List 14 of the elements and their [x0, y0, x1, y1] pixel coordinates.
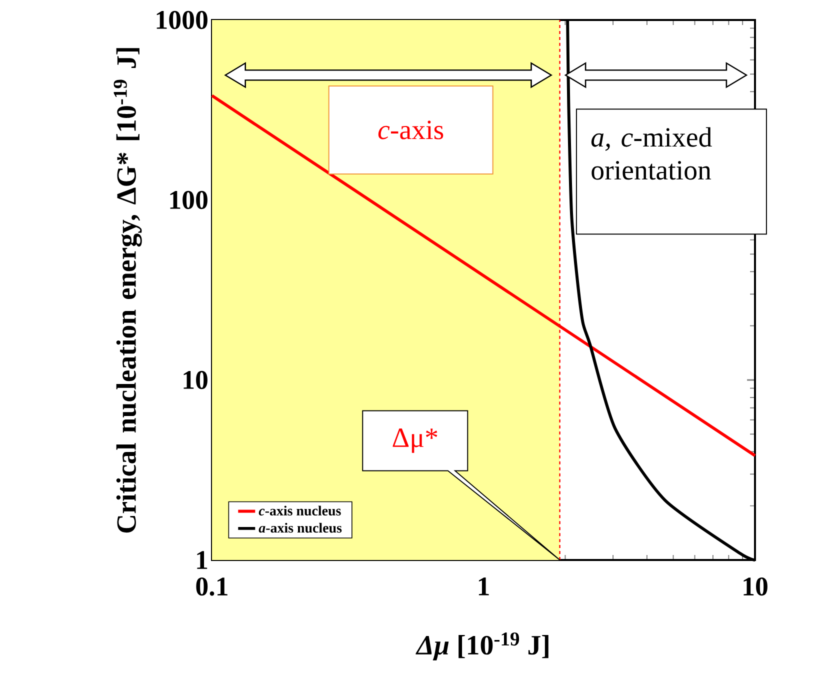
x-axis-title: Δμ [10$^{-19}$ J] — [416, 632, 548, 660]
legend-label: a-axis nucleus — [258, 522, 342, 533]
y-axis-title: Critical nucleation energy, ΔG* [10$^{-19}$ J] — [114, 48, 142, 533]
y-tick-label: 1 — [197, 551, 208, 569]
annotation: c-axis — [378, 120, 444, 140]
annotation: Δμ* — [392, 428, 438, 453]
x-tick-label: 10 — [744, 577, 768, 596]
y-tick-label: 100 — [170, 190, 208, 210]
y-tick-label: 10 — [184, 370, 208, 390]
annotation: a, c-mixed orientation — [591, 127, 712, 180]
legend-label: c-axis nucleus — [258, 506, 341, 516]
x-tick-label: 1 — [478, 577, 489, 596]
y-tick-label: 1000 — [156, 10, 208, 30]
x-tick-label: 0.1 — [196, 577, 228, 596]
